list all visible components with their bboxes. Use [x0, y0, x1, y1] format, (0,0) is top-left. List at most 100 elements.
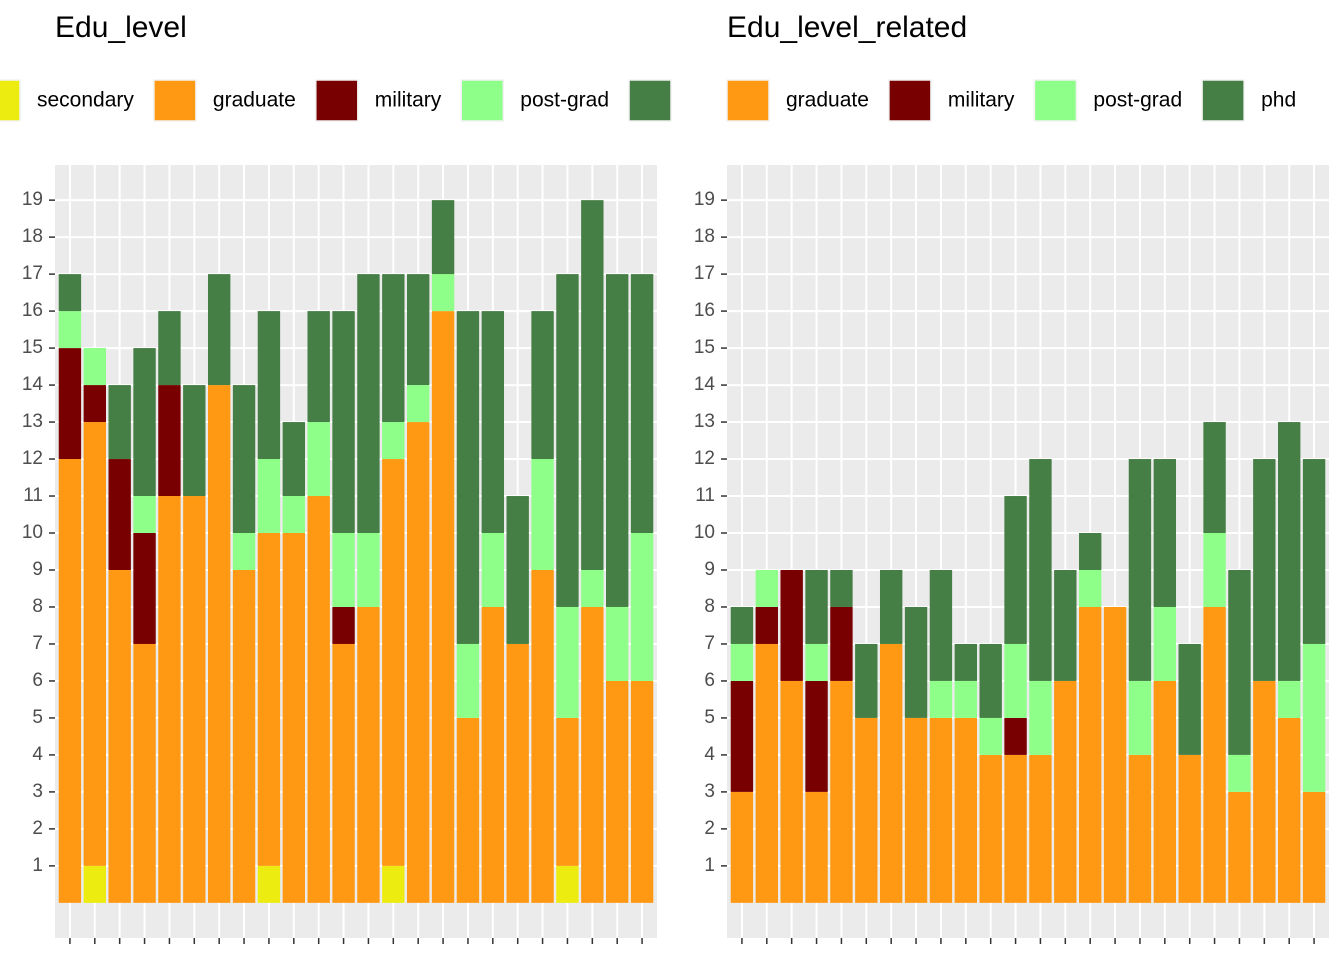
- bar-segment: [730, 680, 754, 792]
- legend-label: graduate: [786, 89, 869, 112]
- bar-segment: [755, 569, 778, 607]
- bar-segment: [929, 569, 953, 681]
- bar-segment: [307, 496, 330, 903]
- bar-segment: [332, 533, 355, 607]
- y-tick-label: 10: [694, 522, 715, 543]
- bar-segment: [282, 496, 306, 534]
- bar-segment: [1054, 569, 1077, 681]
- bar-segment: [58, 274, 82, 312]
- bar-segment: [456, 717, 480, 903]
- bar-segment: [1153, 606, 1177, 681]
- bar-segment: [257, 865, 281, 903]
- chart-title: Edu_level: [55, 11, 187, 44]
- legend-label: phd: [688, 89, 723, 112]
- bar-segment: [581, 606, 604, 903]
- y-tick-label: 4: [704, 744, 715, 765]
- bar-segment: [1128, 754, 1152, 903]
- bar-segment: [780, 680, 803, 903]
- legend-key: [1201, 79, 1245, 122]
- bar-segment: [531, 311, 554, 460]
- y-tick-label: 18: [22, 226, 43, 247]
- bar-segment: [58, 311, 82, 349]
- bar-segment: [581, 569, 604, 607]
- y-tick-label: 10: [22, 522, 43, 543]
- y-tick-label: 11: [695, 485, 715, 506]
- bar-segment: [855, 717, 878, 903]
- bar-segment: [1302, 643, 1326, 792]
- y-tick-label: 6: [704, 670, 715, 691]
- bar-segment: [805, 569, 828, 644]
- bar-segment: [282, 422, 306, 497]
- bar-segment: [406, 422, 430, 903]
- bar-segment: [207, 385, 231, 903]
- chart-panel: 12345678910111213141516171819Edu_levelse…: [0, 11, 723, 944]
- legend-label: phd: [1261, 89, 1296, 112]
- bar-segment: [904, 606, 928, 718]
- bar-segment: [805, 643, 828, 681]
- bar-segment: [158, 311, 181, 386]
- bar-segment: [1004, 717, 1027, 755]
- bar-segment: [830, 569, 853, 607]
- bar-segment: [954, 680, 978, 718]
- bar-segment: [1103, 606, 1127, 903]
- y-tick-label: 6: [32, 670, 43, 691]
- bar-segment: [133, 496, 156, 534]
- chart-title: Edu_level_related: [727, 11, 967, 44]
- y-tick-label: 13: [694, 411, 715, 432]
- y-tick-label: 16: [22, 300, 43, 321]
- bar-segment: [108, 459, 131, 570]
- bar-segment: [431, 311, 455, 903]
- bar-segment: [406, 274, 430, 386]
- bar-segment: [1029, 680, 1052, 755]
- bar-segment: [1228, 754, 1251, 792]
- bar-segment: [1029, 459, 1052, 681]
- bar-segment: [382, 274, 405, 423]
- bar-segment: [1078, 569, 1102, 607]
- bar-segment: [929, 680, 953, 718]
- bar-segment: [133, 348, 156, 497]
- bar-segment: [1278, 680, 1301, 718]
- legend-label: graduate: [213, 89, 296, 112]
- y-tick-label: 9: [704, 559, 715, 580]
- y-tick-label: 1: [704, 855, 715, 876]
- bar-segment: [456, 311, 480, 644]
- bar-segment: [1228, 791, 1251, 903]
- bar-segment: [531, 459, 554, 570]
- bar-segment: [83, 348, 106, 386]
- bar-segment: [506, 496, 529, 644]
- legend-label: secondary: [37, 89, 134, 112]
- bar-segment: [1128, 459, 1152, 681]
- legend-key: [153, 79, 197, 122]
- bar-segment: [581, 200, 604, 570]
- bar-segment: [1203, 422, 1226, 534]
- chart-panel: 12345678910111213141516171819Edu_level_r…: [694, 11, 1329, 944]
- bar-segment: [1153, 680, 1177, 903]
- bar-segment: [556, 274, 579, 607]
- bar-segment: [1203, 606, 1226, 903]
- bar-segment: [58, 459, 82, 903]
- bar-segment: [382, 865, 405, 903]
- bar-segment: [406, 385, 430, 423]
- bar-segment: [183, 385, 206, 497]
- y-tick-label: 14: [22, 374, 44, 395]
- bar-segment: [307, 311, 330, 423]
- y-tick-label: 4: [32, 744, 43, 765]
- bar-segment: [630, 274, 654, 534]
- bar-segment: [83, 422, 106, 866]
- bar-segment: [1078, 533, 1102, 570]
- bar-segment: [830, 606, 853, 681]
- bar-segment: [108, 569, 131, 903]
- y-tick-label: 3: [32, 781, 43, 802]
- y-tick-label: 16: [694, 300, 715, 321]
- y-tick-label: 14: [694, 374, 716, 395]
- bar-segment: [158, 496, 181, 903]
- y-tick-label: 17: [22, 263, 43, 284]
- y-tick-label: 1: [32, 855, 43, 876]
- bar-segment: [232, 569, 256, 903]
- bar-segment: [830, 680, 853, 903]
- bar-segment: [805, 791, 828, 903]
- legend-label: military: [375, 89, 442, 112]
- bar-segment: [183, 496, 206, 903]
